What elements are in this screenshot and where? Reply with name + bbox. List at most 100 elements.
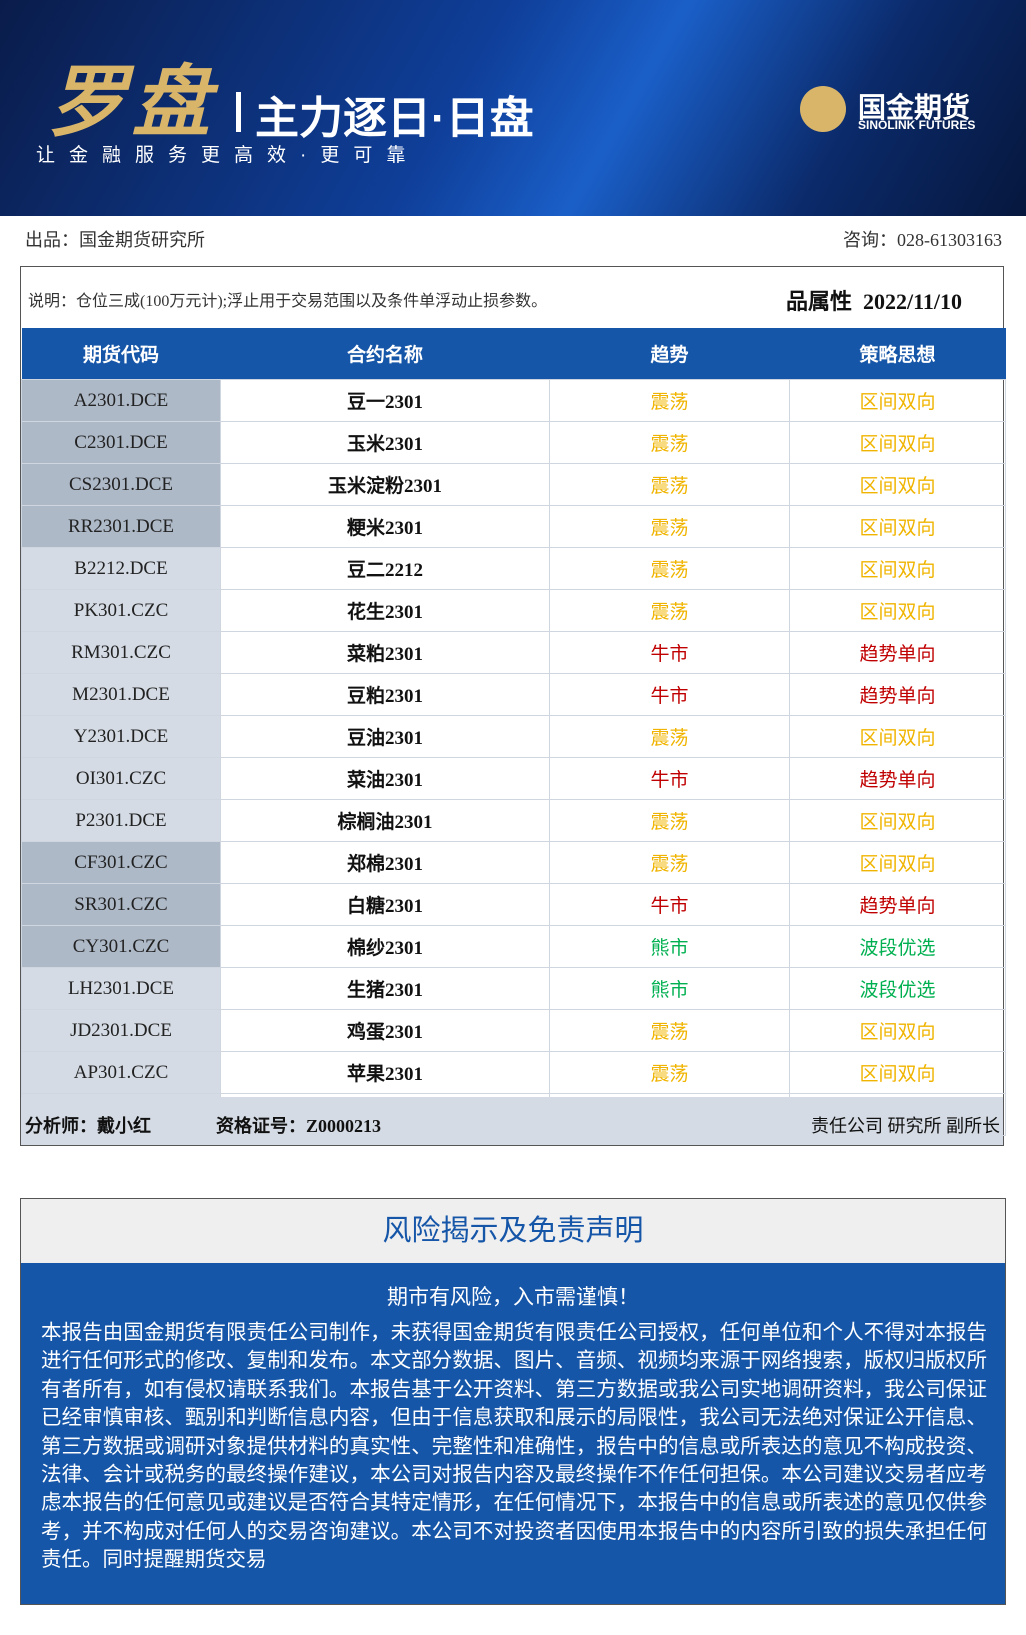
table-row: JD2301.DCE 鸡蛋2301 震荡 区间双向 [21, 1009, 1006, 1052]
contract-name: 菜油2301 [220, 757, 550, 800]
disclaimer-text: 本报告由国金期货有限责任公司制作，未获得国金期货有限责任公司授权，任何单位和个人… [41, 1322, 987, 1572]
contract-name: 豆粕2301 [220, 673, 550, 716]
contract-name: 棕榈油2301 [220, 799, 550, 842]
code: CY301.CZC [21, 925, 221, 968]
strategy: 区间双向 [789, 547, 1006, 590]
contract-name: 豆二2212 [220, 547, 550, 590]
contract-name: 白糖2301 [220, 883, 550, 926]
trend: 牛市 [549, 757, 790, 800]
trend: 牛市 [549, 631, 790, 674]
code: Y2301.DCE [21, 715, 221, 758]
table-row: AP301.CZC 苹果2301 震荡 区间双向 [21, 1051, 1006, 1094]
table-row: SR301.CZC 白糖2301 牛市 趋势单向 [21, 883, 1006, 926]
strategy: 波段优选 [789, 967, 1006, 1010]
strategy: 区间双向 [789, 589, 1006, 632]
strategy: 区间双向 [789, 463, 1006, 506]
strategy: 区间双向 [789, 799, 1006, 842]
strategy: 区间双向 [789, 841, 1006, 884]
category-date: 品属性 2022/11/10 [786, 284, 962, 316]
column-header: 期货代码 [21, 328, 221, 380]
slogan: 让金融服务更高效·更可靠 [36, 145, 420, 166]
trend: 震荡 [549, 1051, 790, 1094]
contract-name: 苹果2301 [220, 1051, 550, 1094]
license: 资格证号：Z0000213 [216, 1116, 382, 1136]
trend: 震荡 [549, 1009, 790, 1052]
code: OI301.CZC [21, 757, 221, 800]
strategy: 趋势单向 [789, 757, 1006, 800]
code: M2301.DCE [21, 673, 221, 716]
table-row: P2301.DCE 棕榈油2301 震荡 区间双向 [21, 799, 1006, 842]
contract-name: 鸡蛋2301 [220, 1009, 550, 1052]
trend: 熊市 [549, 925, 790, 968]
table-row: A2301.DCE 豆一2301 震荡 区间双向 [21, 379, 1006, 422]
strategy: 趋势单向 [789, 883, 1006, 926]
logo: 国金期货 [858, 92, 971, 123]
contact: 咨询：028-61303163 [843, 230, 1002, 250]
note: 说明：仓位三成(100万元计);浮止用于交易范围以及条件单浮动止损参数。 [28, 293, 548, 310]
logo-en: SINOLINK FUTURES [858, 118, 976, 132]
contract-name: 菜粕2301 [220, 631, 550, 674]
strategy: 趋势单向 [789, 631, 1006, 674]
code: CF301.CZC [21, 841, 221, 884]
contract-name: 粳米2301 [220, 505, 550, 548]
code: A2301.DCE [21, 379, 221, 422]
strategy: 区间双向 [789, 505, 1006, 548]
table-row: CF301.CZC 郑棉2301 震荡 区间双向 [21, 841, 1006, 884]
trend: 震荡 [549, 715, 790, 758]
disclaimer-box [20, 1198, 1006, 1605]
code: JD2301.DCE [21, 1009, 221, 1052]
header-banner [0, 0, 1026, 216]
table-row: CS2301.DCE 玉米淀粉2301 震荡 区间双向 [21, 463, 1006, 506]
strategy: 区间双向 [789, 1009, 1006, 1052]
table-row: RR2301.DCE 粳米2301 震荡 区间双向 [21, 505, 1006, 548]
date: 2022/11/10 [863, 289, 963, 314]
strategy: 区间双向 [789, 1051, 1006, 1094]
table: 期货代码 合约名称 趋势 策略思想 A2301.DCE 豆一2301 震荡 区间双向 C2301… [21, 328, 1006, 1136]
footer-bar [21, 1097, 1003, 1145]
trend: 震荡 [549, 799, 790, 842]
strategy: 区间双向 [789, 715, 1006, 758]
trend: 牛市 [549, 883, 790, 926]
contract-name: 郑棉2301 [220, 841, 550, 884]
title: 主力逐日·日盘 [255, 94, 534, 143]
trend: 震荡 [549, 505, 790, 548]
analyst: 分析师：戴小红 [25, 1116, 151, 1136]
strategy: 趋势单向 [789, 673, 1006, 716]
code: PK301.CZC [21, 589, 221, 632]
code: LH2301.DCE [21, 967, 221, 1010]
table-row: Y2301.DCE 豆油2301 震荡 区间双向 [21, 715, 1006, 758]
table-row: RM301.CZC 菜粕2301 牛市 趋势单向 [21, 631, 1006, 674]
contract-name: 玉米2301 [220, 421, 550, 464]
trend: 震荡 [549, 589, 790, 632]
table-row: OI301.CZC 菜油2301 牛市 趋势单向 [21, 757, 1006, 800]
strategy: 波段优选 [789, 925, 1006, 968]
trend: 牛市 [549, 673, 790, 716]
table-row: CY301.CZC 棉纱2301 熊市 波段优选 [21, 925, 1006, 968]
table-row: M2301.DCE 豆粕2301 牛市 趋势单向 [21, 673, 1006, 716]
table-row: PK301.CZC 花生2301 震荡 区间双向 [21, 589, 1006, 632]
contract-name: 玉米淀粉2301 [220, 463, 550, 506]
category: 品属性 [786, 289, 853, 314]
trend: 震荡 [549, 547, 790, 590]
column-header: 合约名称 [220, 328, 550, 380]
trend: 震荡 [549, 841, 790, 884]
code: CS2301.DCE [21, 463, 221, 506]
code: AP301.CZC [21, 1051, 221, 1094]
disclaimer-title: 风险揭示及免责声明 [21, 1199, 1005, 1263]
disclaimer-body: 期市有风险，入市需谨慎！ 本报告由国金期货有限责任公司制作，未获得国金期货有限责… [21, 1263, 1005, 1604]
table-row: LH2301.DCE 生猪2301 熊市 波段优选 [21, 967, 1006, 1010]
contract-name: 豆一2301 [220, 379, 550, 422]
trend: 熊市 [549, 967, 790, 1010]
column-header: 趋势 [549, 328, 790, 380]
trend: 震荡 [549, 463, 790, 506]
contract-name: 豆油2301 [220, 715, 550, 758]
code: RM301.CZC [21, 631, 221, 674]
code: SR301.CZC [21, 883, 221, 926]
table-row: C2301.DCE 玉米2301 震荡 区间双向 [21, 421, 1006, 464]
contract-name: 花生2301 [220, 589, 550, 632]
contract-name: 棉纱2301 [220, 925, 550, 968]
trend: 震荡 [549, 421, 790, 464]
strategy: 区间双向 [789, 421, 1006, 464]
contract-name: 生猪2301 [220, 967, 550, 1010]
trend: 震荡 [549, 379, 790, 422]
